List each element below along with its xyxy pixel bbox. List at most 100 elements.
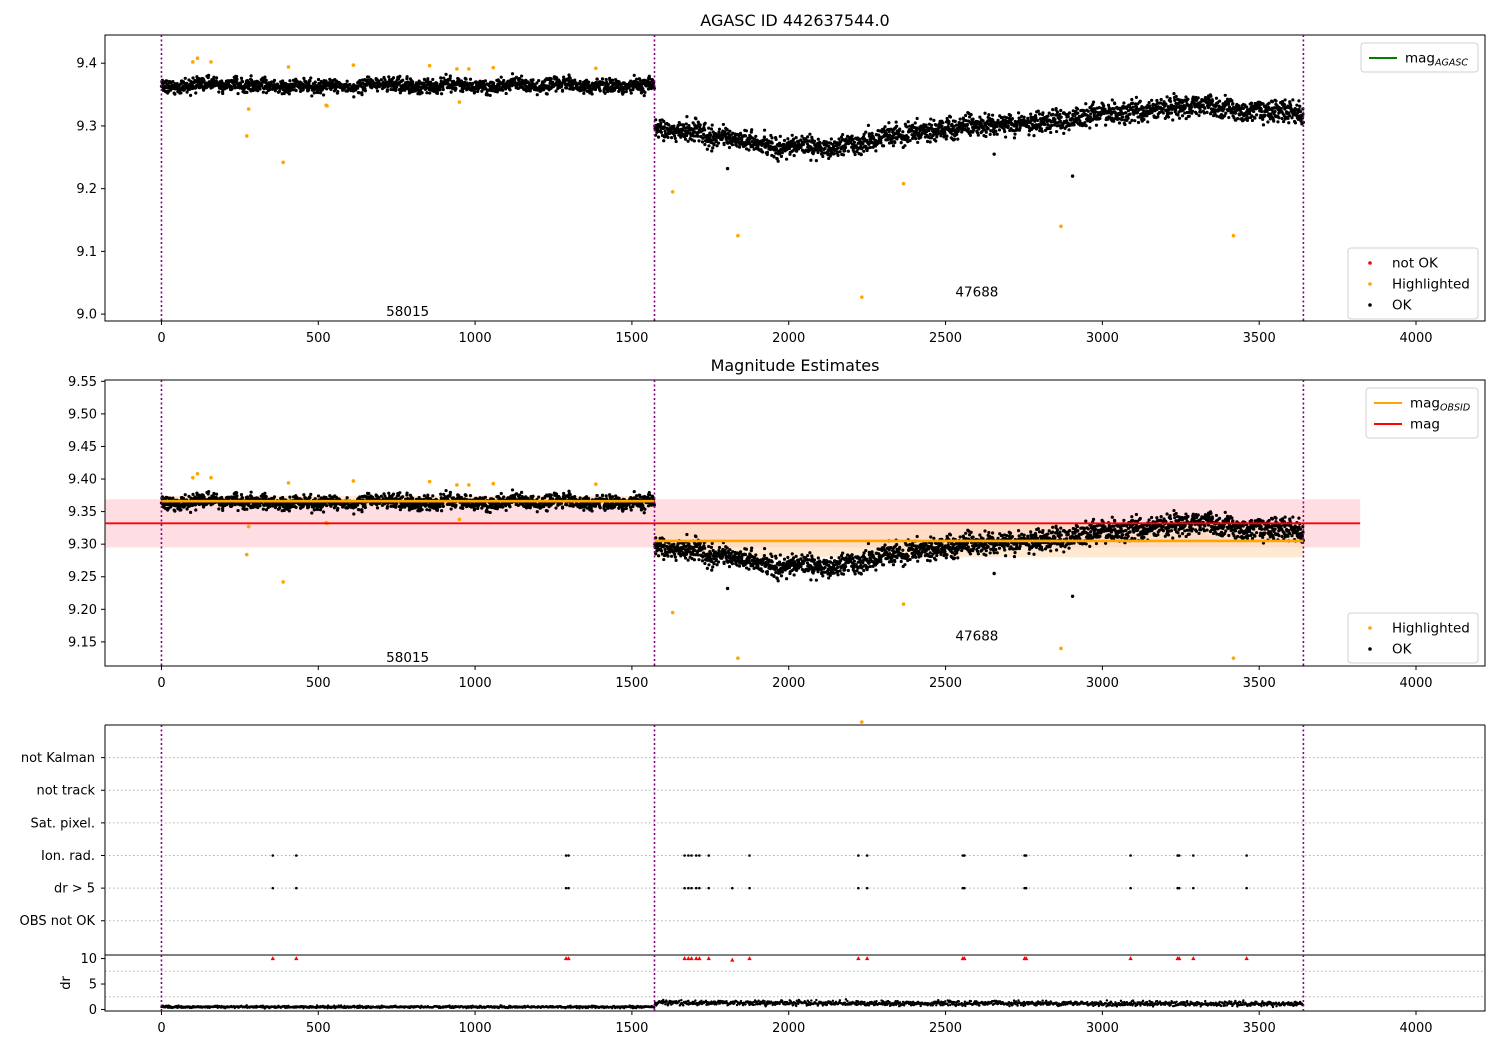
- ok-point: [260, 83, 264, 87]
- ok-point: [1126, 116, 1130, 120]
- x-tick-label: 4000: [1399, 676, 1432, 691]
- ok-point: [924, 123, 928, 127]
- ok-point: [240, 80, 245, 84]
- ok-point: [1174, 94, 1178, 99]
- ok-point: [670, 136, 674, 140]
- ok-point: [508, 88, 512, 92]
- highlighted-point: [244, 134, 249, 138]
- ok-point: [1130, 101, 1135, 105]
- x-tick-label: 500: [306, 676, 331, 691]
- ok-point: [1117, 121, 1122, 125]
- ok-point: [1252, 109, 1256, 114]
- ok-point: [444, 72, 448, 76]
- ok-point: [703, 121, 707, 125]
- ok-point: [1091, 100, 1096, 104]
- ok-point: [383, 78, 387, 82]
- ok-point: [425, 91, 429, 95]
- ok-point: [471, 81, 475, 86]
- ok-point: [1293, 121, 1298, 125]
- ok-point: [968, 133, 973, 137]
- ok-point: [179, 91, 183, 95]
- ok-point: [737, 145, 742, 149]
- ok-point: [779, 154, 784, 158]
- ok-point: [473, 507, 477, 511]
- legend-label: not OK: [1392, 256, 1439, 272]
- ok-point: [987, 113, 991, 117]
- ok-point: [806, 135, 810, 139]
- ok-point: [426, 79, 430, 84]
- ok-point: [1224, 111, 1228, 115]
- ok-point: [866, 123, 871, 127]
- ok-point: [1040, 129, 1044, 134]
- legend-marker-not-ok: [1368, 261, 1372, 265]
- ok-point: [883, 125, 887, 129]
- ok-point: [363, 506, 367, 510]
- y-tick-label: 9.30: [68, 538, 97, 553]
- ok-point: [841, 153, 846, 157]
- ok-point: [264, 78, 268, 82]
- ok-point: [325, 87, 329, 91]
- ok-point: [1124, 111, 1128, 115]
- ok-point: [899, 141, 903, 145]
- ok-point: [256, 89, 260, 93]
- ok-point: [1016, 111, 1021, 115]
- x-tick-label: 0: [157, 331, 165, 346]
- ok-point: [634, 77, 639, 81]
- ok-point: [1286, 116, 1290, 120]
- ok-point: [1130, 97, 1134, 102]
- ok-point: [1089, 112, 1093, 116]
- ok-point: [794, 136, 798, 140]
- y-tick-label: 9.1: [76, 245, 97, 260]
- ok-point: [1214, 96, 1219, 100]
- ok-point: [586, 80, 591, 84]
- ok-point: [398, 74, 402, 78]
- ok-point: [1005, 116, 1009, 120]
- ok-point: [784, 157, 789, 161]
- ok-point: [411, 80, 415, 84]
- ok-point: [316, 77, 321, 82]
- ok-point: [1148, 104, 1152, 108]
- ok-point: [1072, 123, 1076, 127]
- ok-point: [348, 82, 352, 87]
- ok-point: [770, 136, 774, 140]
- ok-point: [235, 494, 239, 498]
- ok-point: [179, 508, 183, 512]
- ok-point: [211, 85, 215, 89]
- ok-point: [774, 146, 779, 151]
- ok-point: [387, 75, 391, 79]
- ok-point: [714, 138, 718, 143]
- ok-point: [1166, 115, 1171, 119]
- ok-point: [1130, 118, 1134, 122]
- ok-point: [1231, 101, 1235, 106]
- ok-point: [851, 137, 855, 141]
- ok-point: [287, 509, 291, 513]
- ok-point: [711, 146, 715, 150]
- ok-point: [1287, 121, 1291, 125]
- ok-point: [501, 88, 505, 92]
- ok-point: [786, 137, 790, 141]
- x-tick-label: 2500: [929, 676, 962, 691]
- ok-point: [1086, 109, 1090, 113]
- ok-point: [325, 504, 329, 508]
- x-tick-label: 1000: [459, 676, 492, 691]
- ok-point: [435, 91, 440, 95]
- ok-point: [1180, 114, 1185, 118]
- ok-point: [1172, 91, 1176, 96]
- ok-point: [261, 90, 265, 94]
- ok-point: [903, 144, 907, 148]
- highlighted-point: [325, 104, 329, 108]
- ok-point: [1236, 116, 1240, 121]
- ok-point: [1274, 99, 1278, 103]
- ok-point: [1070, 174, 1075, 178]
- highlighted-point: [286, 65, 291, 69]
- ok-point: [519, 74, 524, 78]
- ok-point: [1075, 107, 1080, 111]
- ok-point: [1209, 94, 1213, 98]
- ok-point: [565, 86, 569, 90]
- ok-point: [722, 142, 726, 147]
- x-tick-label: 3500: [1243, 676, 1276, 691]
- ok-point: [360, 510, 364, 514]
- ok-point: [448, 76, 452, 80]
- ok-point: [958, 117, 962, 121]
- ok-point: [662, 139, 666, 143]
